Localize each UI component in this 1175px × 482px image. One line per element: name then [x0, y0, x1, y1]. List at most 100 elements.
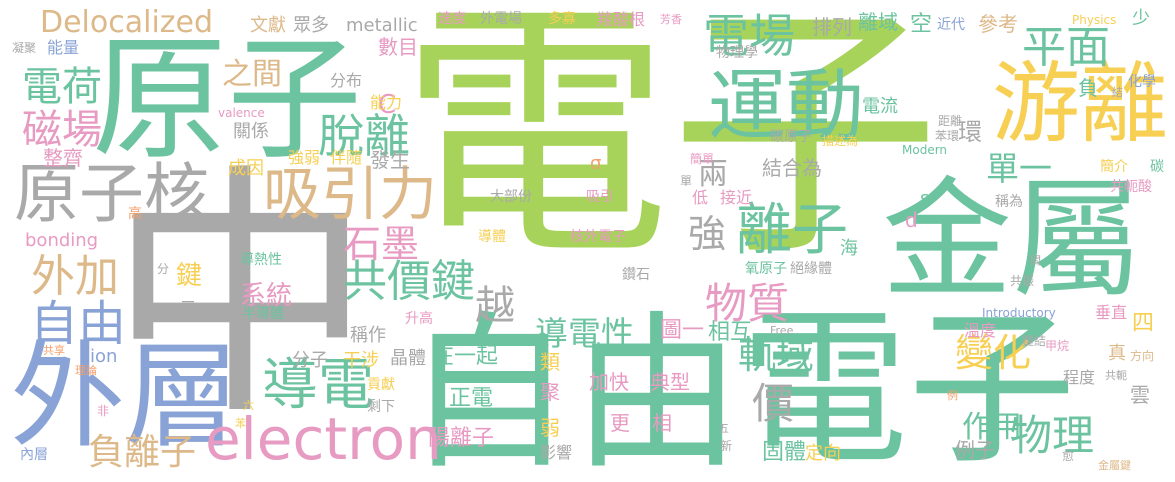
word-electron: electron [205, 405, 442, 473]
word-jiakuai: 加快 [589, 370, 629, 394]
word-tan: 碳 [1150, 159, 1164, 175]
word-san: 三 [180, 298, 197, 317]
word-tanyuanzi: 碳原子 [770, 129, 812, 145]
word-jingti: 晶體 [390, 348, 426, 369]
word-jinshujian: 金屬鍵 [1098, 459, 1131, 472]
word-dianliu: 電流 [862, 96, 898, 117]
word-gongzhen: 共振 [1010, 274, 1035, 288]
word-geng: 更 [610, 411, 630, 435]
word-zhijian: 之間 [222, 57, 282, 92]
word-gongxian: 貢獻 [367, 377, 395, 393]
word-zhongduo: 眾多 [293, 15, 329, 36]
word-cichang: 磁場 [22, 107, 102, 153]
word-tuoli: 脫離 [318, 109, 410, 163]
word-zhengdian: 正電 [449, 386, 494, 411]
word-wenxian: 文獻 [250, 15, 286, 36]
word-valence: valence [218, 106, 265, 120]
word-yingxiang: 影響 [540, 443, 573, 462]
word-neiceng: 內層 [20, 447, 48, 463]
word-daodian: 導電 [262, 353, 374, 418]
word-yundong: 運動 [708, 62, 865, 152]
word-dianzi-secondary: 電子 [740, 291, 1076, 482]
word-yun: 雲 [1130, 383, 1150, 407]
word-physics: Physics [1072, 13, 1117, 27]
word-yue: 越 [475, 283, 515, 329]
word-ziyou-large: 自由 [405, 296, 741, 482]
word-kong: 空 [910, 12, 933, 37]
word-wu: 五 [718, 422, 729, 435]
word-gongxiang: 共享 [43, 344, 65, 357]
word-nengliang: 能量 [47, 38, 80, 57]
word-dianzi-main: 電子 [400, 0, 940, 292]
word-yuanzihe: 原子核 [14, 157, 210, 232]
word-ben: 苯 [235, 417, 246, 430]
word-daodianxing: 導電性 [535, 314, 634, 353]
word-yu: 愈 [1062, 449, 1075, 463]
word-waijia: 外加 [31, 251, 119, 302]
word-wuzhi: 物質 [705, 279, 790, 328]
word-jianjie: 簡介 [1100, 159, 1128, 175]
word-waidianchang: 外電場 [480, 11, 522, 27]
word-xiang: 相 [652, 411, 672, 435]
word-suosuangen: 羧酸根 [597, 10, 646, 29]
word-waiceng: 外層 [10, 330, 241, 464]
word-dabufen: 大部份 [490, 189, 532, 205]
word-sigma: σ [590, 153, 602, 174]
word-pingmian: 平面 [1022, 22, 1110, 73]
word-jie: 結 [1112, 86, 1123, 99]
word-xitong: 系統 [240, 281, 293, 311]
word-dingxiang: 定向 [805, 443, 841, 464]
word-shumu: 數目 [378, 35, 418, 59]
word-dan: 單 [680, 174, 693, 188]
word-dianchang: 電場 [703, 9, 795, 63]
word-wuli: 物理 [1010, 411, 1095, 460]
word-bonding: bonding [25, 230, 99, 251]
word-qiang: 強 [688, 212, 727, 256]
word-pailie: 排列 [812, 15, 852, 39]
word-guti: 固體 [762, 440, 807, 465]
word-fen: 分 [157, 262, 170, 276]
word-gao: 高 [128, 206, 142, 222]
word-duogua: 多寡 [548, 11, 576, 27]
word-jiandan: 簡單 [690, 152, 715, 166]
word-dianhe: 電荷 [22, 64, 102, 110]
word-wulixue: 物理學 [716, 45, 758, 61]
word-liang: 兩 [698, 157, 728, 192]
word-si: 四 [1132, 311, 1155, 336]
word-fenzi: 分子 [292, 350, 328, 371]
word-zhen: 真 [1108, 343, 1126, 364]
word-daorexing: 導熱性 [240, 252, 282, 268]
word-lizi2: 例子 [955, 438, 995, 462]
word-ningju: 凝聚 [12, 41, 37, 55]
word-fulizi: 負離子 [88, 432, 197, 473]
word-gongjiajian: 共價鍵 [343, 256, 475, 307]
word-yangyuanzi: 氧原子 [745, 261, 787, 277]
word-yuanzi: 原子 [92, 21, 362, 178]
word-li: 例 [947, 389, 958, 402]
word-chengyin: 成因 [228, 158, 264, 179]
word-ruo: 弱 [540, 416, 560, 440]
word-shengxia: 剩下 [367, 399, 395, 415]
word-fangxiang: 芳香 [660, 13, 682, 26]
word-miaoshuwei: 描述為 [822, 134, 859, 148]
word-dianxing: 典型 [650, 370, 690, 394]
word-jueyuanti: 絕緣體 [790, 261, 832, 277]
word-fangxiang2: 方向 [1130, 349, 1155, 363]
word-guanxi: 關係 [233, 121, 269, 142]
word-bianhua: 變化 [955, 331, 1032, 375]
word-xiyin: 吸引 [586, 189, 614, 205]
word-jian2: 間 [1030, 254, 1041, 267]
word-chengwei: 稱為 [995, 194, 1023, 210]
word-daoti: 導體 [478, 229, 506, 245]
word-liu: 六 [243, 399, 254, 412]
word-ju: 聚 [540, 380, 560, 404]
word-gonge: 共軛 [1105, 369, 1127, 382]
word-zhengqi: 整齊 [43, 146, 83, 170]
word-jiawan: 甲烷 [1045, 339, 1070, 353]
word-ganshe: 干涉 [343, 350, 379, 371]
word-ziyou-small: 自由 [30, 296, 127, 352]
word-chengdu: 程度 [1063, 368, 1096, 387]
word-xianghu: 相互 [708, 320, 753, 345]
word-zhong: 中 [108, 143, 373, 451]
